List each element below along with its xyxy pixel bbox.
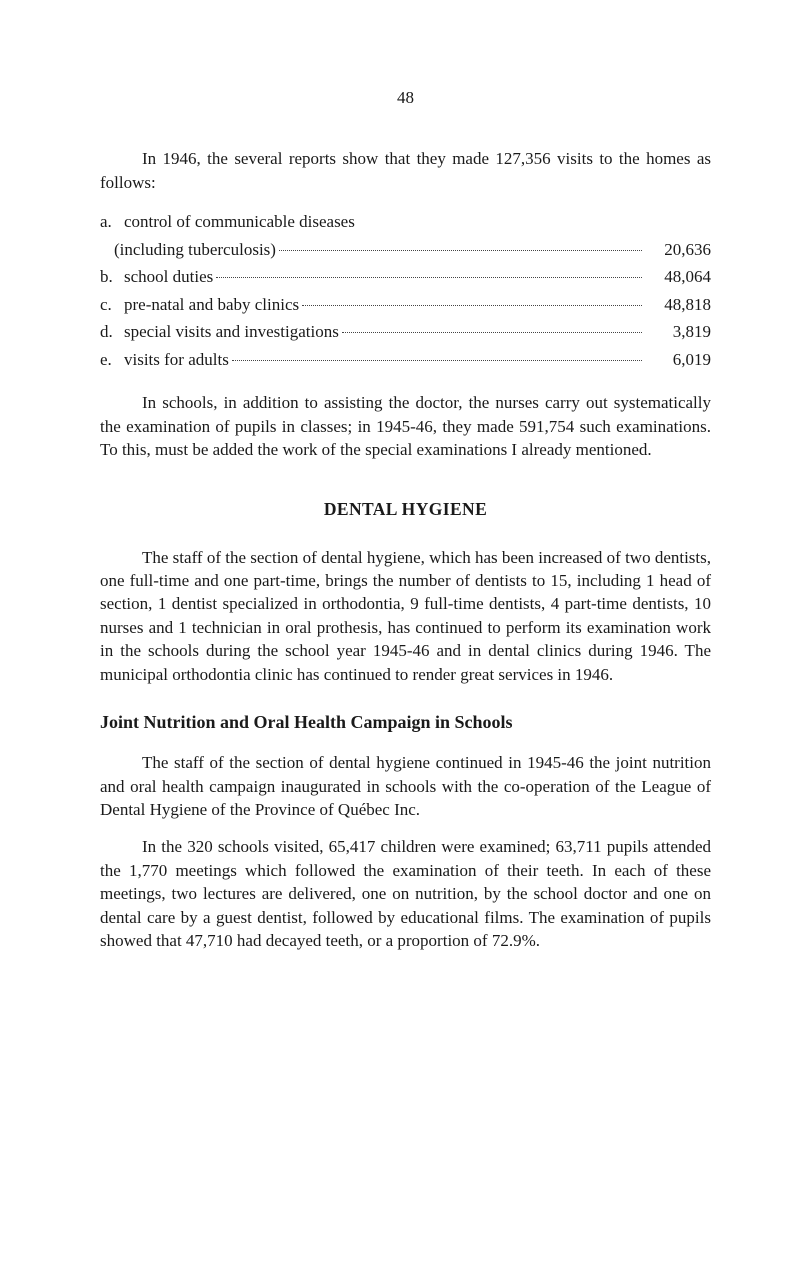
list-label: visits for adults	[124, 348, 229, 371]
list-item: c. pre-natal and baby clinics 48,818	[100, 291, 711, 318]
list-value: 48,818	[645, 293, 711, 316]
leader-dots	[232, 344, 642, 360]
list-item: e. visits for adults 6,019	[100, 346, 711, 373]
visits-list: a. control of communicable diseases (inc…	[100, 208, 711, 373]
list-value: 6,019	[645, 348, 711, 371]
list-item: (including tuberculosis) 20,636	[100, 236, 711, 263]
list-label: control of communicable diseases	[124, 210, 355, 233]
document-page: 48 In 1946, the several reports show tha…	[0, 0, 801, 1273]
intro-paragraph: In 1946, the several reports show that t…	[100, 147, 711, 194]
page-number: 48	[100, 86, 711, 109]
list-label: pre-natal and baby clinics	[124, 293, 299, 316]
list-value: 3,819	[645, 320, 711, 343]
list-value: 20,636	[645, 238, 711, 261]
list-item: a. control of communicable diseases	[100, 208, 711, 235]
leader-dots	[302, 289, 642, 305]
list-label: (including tuberculosis)	[114, 238, 276, 261]
subsection-heading-joint: Joint Nutrition and Oral Health Campaign…	[100, 710, 711, 735]
leader-dots	[342, 317, 642, 333]
list-label: school duties	[124, 265, 213, 288]
list-marker: e.	[100, 348, 124, 371]
schools-paragraph: In schools, in addition to assisting the…	[100, 391, 711, 461]
list-label: special visits and investigations	[124, 320, 339, 343]
list-marker: c.	[100, 293, 124, 316]
joint-paragraph-2: In the 320 schools visited, 65,417 child…	[100, 835, 711, 952]
joint-paragraph-1: The staff of the section of dental hygie…	[100, 751, 711, 821]
leader-dots	[279, 235, 642, 251]
list-marker: b.	[100, 265, 124, 288]
list-item: b. school duties 48,064	[100, 263, 711, 290]
list-value: 48,064	[645, 265, 711, 288]
list-item: d. special visits and investigations 3,8…	[100, 318, 711, 345]
list-marker: d.	[100, 320, 124, 343]
list-marker: a.	[100, 210, 124, 233]
dental-paragraph-1: The staff of the section of dental hygie…	[100, 546, 711, 687]
leader-dots	[216, 262, 642, 278]
section-heading-dental: DENTAL HYGIENE	[100, 497, 711, 521]
